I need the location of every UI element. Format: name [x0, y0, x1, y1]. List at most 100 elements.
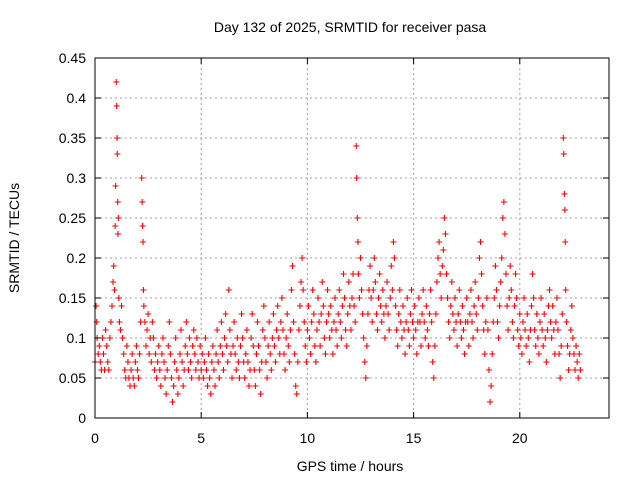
data-point: [301, 319, 308, 325]
data-point: [543, 359, 550, 365]
data-point: [249, 311, 256, 317]
data-point: [460, 327, 467, 333]
data-point: [322, 351, 329, 357]
data-point: [116, 319, 123, 325]
data-point: [384, 279, 391, 285]
data-point: [183, 319, 190, 325]
data-point: [274, 303, 281, 309]
data-point: [511, 303, 518, 309]
data-point: [516, 311, 523, 317]
data-point: [321, 335, 328, 341]
data-point: [407, 311, 414, 317]
data-point: [114, 135, 121, 141]
data-point: [349, 295, 355, 301]
data-point: [178, 327, 185, 333]
data-point: [172, 335, 179, 341]
data-point: [499, 215, 506, 221]
data-point: [353, 143, 360, 149]
data-point: [461, 351, 468, 357]
data-point: [553, 295, 560, 301]
data-point: [286, 359, 293, 365]
data-point: [528, 303, 535, 309]
data-point: [535, 351, 542, 357]
data-point: [508, 287, 515, 293]
data-point: [529, 271, 536, 277]
data-point: [208, 359, 215, 365]
data-point: [243, 327, 250, 333]
data-point: [245, 383, 252, 389]
data-point: [186, 335, 193, 341]
data-point: [389, 287, 396, 293]
data-point: [327, 303, 334, 309]
data-point: [171, 359, 178, 365]
data-point: [202, 335, 209, 341]
data-point: [176, 351, 183, 357]
data-point: [458, 335, 465, 341]
data-point: [444, 295, 451, 301]
data-point: [404, 295, 411, 301]
data-point: [244, 359, 251, 365]
data-point: [188, 375, 195, 381]
data-point: [517, 335, 524, 341]
data-point: [114, 199, 121, 205]
data-point: [234, 335, 241, 341]
data-point: [502, 271, 509, 277]
data-point: [538, 295, 545, 301]
data-point: [560, 135, 567, 141]
data-point: [153, 375, 160, 381]
data-point: [469, 319, 476, 325]
data-point: [304, 327, 311, 333]
data-point: [264, 375, 271, 381]
data-point: [309, 287, 316, 293]
data-point: [252, 383, 259, 389]
data-point: [195, 359, 202, 365]
data-point: [411, 303, 418, 309]
data-point: [114, 151, 121, 157]
y-tick-label: 0.35: [59, 130, 86, 146]
data-point: [298, 279, 305, 285]
data-point: [354, 239, 361, 245]
data-point: [158, 351, 165, 357]
data-point: [481, 351, 488, 357]
data-point: [117, 327, 124, 333]
data-point: [562, 239, 569, 245]
data-point: [285, 343, 292, 349]
data-point: [573, 343, 580, 349]
data-point: [432, 311, 439, 317]
data-point: [269, 335, 276, 341]
data-point: [397, 319, 404, 325]
data-point: [396, 287, 403, 293]
data-point: [300, 287, 307, 293]
data-point: [124, 359, 131, 365]
data-point: [284, 311, 291, 317]
data-point: [261, 335, 268, 341]
data-point: [140, 239, 147, 245]
data-point: [282, 367, 289, 373]
data-point: [518, 351, 525, 357]
data-point: [207, 391, 214, 397]
data-point: [437, 271, 444, 277]
data-point: [182, 343, 189, 349]
data-point: [159, 335, 166, 341]
data-point: [575, 375, 582, 381]
data-point: [492, 263, 499, 269]
data-point: [338, 335, 345, 341]
data-point: [530, 295, 537, 301]
data-point: [496, 303, 503, 309]
data-point: [131, 383, 138, 389]
data-point: [385, 311, 392, 317]
data-point: [324, 287, 331, 293]
data-point: [225, 287, 232, 293]
data-point: [319, 279, 326, 285]
data-point: [145, 311, 152, 317]
data-point: [363, 343, 370, 349]
data-point: [235, 359, 242, 365]
data-point: [478, 271, 485, 277]
data-point: [100, 351, 107, 357]
data-point: [408, 287, 415, 293]
data-point: [315, 295, 322, 301]
data-point: [507, 263, 514, 269]
y-tick-label: 0.4: [67, 90, 87, 106]
data-point: [165, 343, 172, 349]
data-point: [205, 351, 212, 357]
